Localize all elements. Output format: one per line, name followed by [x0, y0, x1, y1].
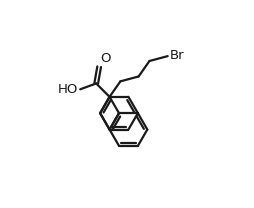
Text: HO: HO [58, 83, 78, 96]
Text: Br: Br [170, 49, 184, 62]
Text: O: O [100, 52, 111, 65]
